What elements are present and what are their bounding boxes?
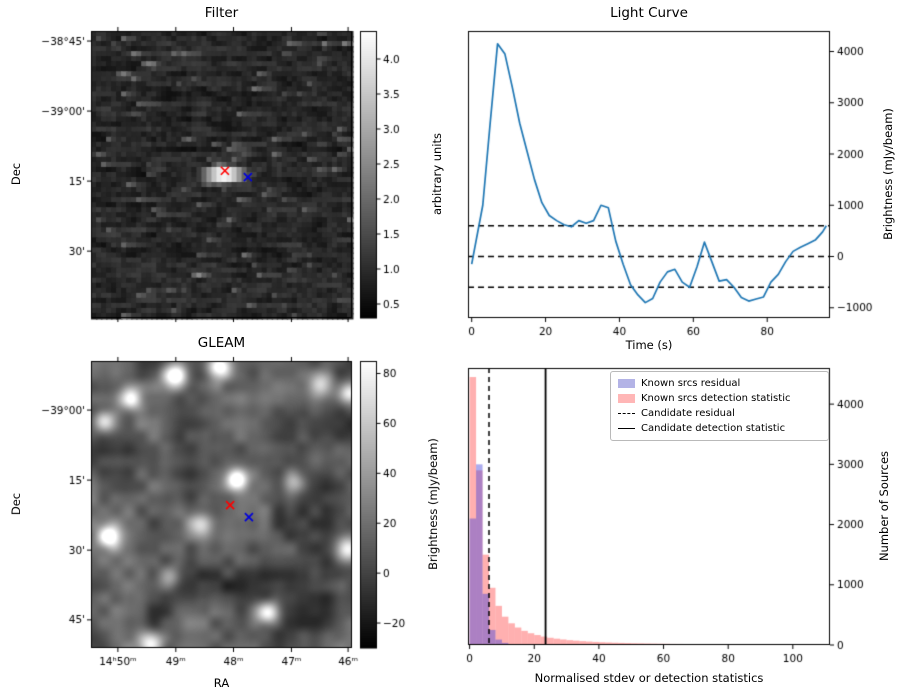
- legend-label: Known srcs detection statistic: [641, 393, 791, 404]
- legend-item: Known srcs residual: [618, 376, 821, 391]
- gleam-ylabel: Dec: [9, 492, 23, 516]
- histogram-legend: Known srcs residual Known srcs detection …: [610, 371, 829, 441]
- legend-swatch-line: [618, 428, 635, 429]
- histogram-ylabel: Number of Sources: [877, 450, 891, 562]
- legend-label: Known srcs residual: [641, 378, 741, 389]
- histogram-xlabel: Normalised stdev or detection statistics: [534, 671, 764, 685]
- legend-item: Known srcs detection statistic: [618, 391, 821, 406]
- legend-item: Candidate residual: [618, 406, 821, 421]
- legend-label: Candidate detection statistic: [641, 423, 786, 434]
- filter-ylabel: Dec: [9, 162, 23, 186]
- legend-item: Candidate detection statistic: [618, 421, 821, 436]
- gleam-colorbar-label: Brightness (mJy/beam): [426, 438, 440, 570]
- light-curve-xlabel: Time (s): [625, 338, 673, 352]
- light-curve-title: Light Curve: [610, 5, 688, 21]
- filter-title: Filter: [204, 5, 239, 21]
- legend-swatch-fill: [618, 394, 635, 403]
- light-curve-ylabel: Brightness (mJy/beam): [881, 108, 895, 240]
- gleam-title: GLEAM: [197, 335, 246, 351]
- legend-swatch-fill: [618, 379, 635, 388]
- filter-colorbar-label: arbitrary units: [430, 132, 444, 216]
- legend-swatch-line: [618, 413, 635, 414]
- legend-label: Candidate residual: [641, 408, 735, 419]
- gleam-xlabel: RA: [213, 676, 230, 690]
